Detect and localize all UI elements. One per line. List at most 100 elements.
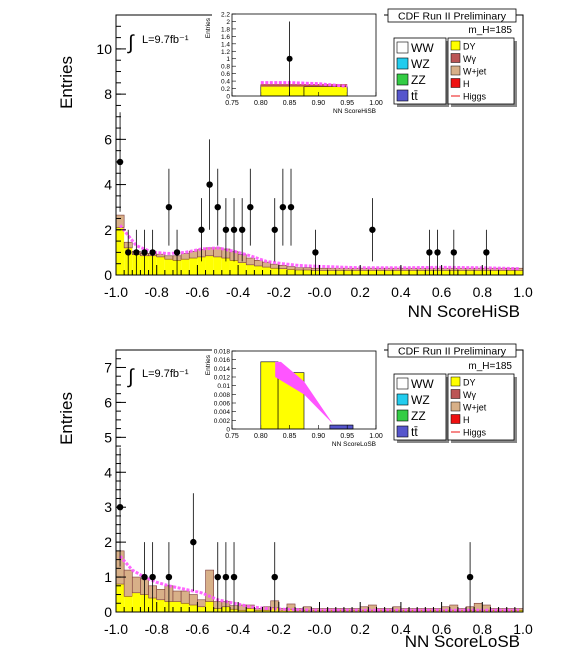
x-tick-label: 0.2 — [350, 284, 370, 300]
bar-dy — [116, 584, 125, 612]
legend-label: H — [463, 415, 470, 425]
inset-bar — [329, 424, 354, 430]
data-point — [149, 249, 156, 256]
x-tick-label: 1.0 — [513, 621, 533, 637]
x-tick-label: -0.6 — [185, 284, 209, 300]
inset-y-tick-label: 2.2 — [221, 12, 230, 19]
bar-dy — [246, 264, 255, 275]
bar-dy — [490, 270, 499, 275]
bar-dy — [335, 270, 344, 275]
legend-swatch — [396, 57, 409, 70]
y-axis-title: Entries — [57, 392, 76, 445]
bar-dy — [156, 256, 165, 275]
bar-other — [180, 253, 190, 260]
legend-label: W+jet — [463, 403, 487, 413]
legend-swatch — [450, 53, 461, 63]
data-point — [230, 226, 238, 233]
data-point — [190, 538, 197, 546]
header-box — [387, 343, 517, 358]
inset-y-tick-label: 1 — [226, 56, 230, 63]
x-tick-label: 0.8 — [473, 621, 493, 637]
bar-dy — [213, 256, 222, 275]
bar-other — [286, 266, 296, 270]
x-tick-label: 0.8 — [473, 284, 493, 300]
legend-label: WZ — [411, 393, 430, 407]
bar-dy — [327, 610, 336, 612]
bar-dy — [254, 265, 263, 275]
bar-dy — [514, 270, 523, 275]
bar-dy — [156, 599, 165, 612]
bar-dy — [205, 601, 214, 612]
higgs-band — [118, 224, 519, 271]
inset-y-tick-label: 0.4 — [221, 79, 230, 86]
x-tick-label: 0.2 — [350, 621, 370, 637]
legend-label: DY — [463, 378, 476, 388]
inset-y-tick-label: 1.2 — [221, 49, 230, 56]
bar-dy — [189, 605, 198, 612]
y-tick-label: 4 — [104, 177, 112, 193]
legend-swatch — [396, 73, 409, 86]
bar-dy — [286, 609, 296, 612]
legend-swatch — [450, 65, 461, 76]
legend-label: WW — [411, 41, 434, 55]
panel-LoSB: -1.0 -0.8 -0.6 -0.4 -0.2 -0.0 0.2 0.4 0.6 0.8 1.00… — [57, 343, 533, 651]
bar-dy — [181, 603, 190, 612]
bar-dy — [262, 610, 271, 612]
x-tick-label: 0.4 — [391, 621, 411, 637]
x-tick-label: 0.6 — [432, 284, 452, 300]
bar-other — [172, 590, 182, 602]
bar-dy — [417, 610, 426, 612]
y-tick-label: 5 — [104, 429, 112, 445]
bar-other — [197, 599, 206, 608]
data-point — [230, 573, 238, 581]
bar-other — [180, 590, 190, 604]
inset-background — [212, 10, 384, 126]
bar-dy — [238, 610, 247, 612]
bar-dy — [116, 227, 125, 275]
x-tick-label: -0.2 — [267, 284, 291, 300]
data-point — [141, 249, 148, 256]
legend-swatch — [396, 409, 409, 422]
bar-dy — [286, 269, 296, 275]
inset-x-tick-label: 0.75 — [225, 433, 239, 440]
bar-dy — [352, 270, 361, 275]
data-point — [173, 249, 181, 256]
bar-dy — [319, 270, 328, 275]
bar-dy — [400, 270, 410, 275]
legend-swatch — [396, 89, 409, 102]
legend-swatch — [450, 414, 461, 424]
inset-x-tick-label: 1.00 — [369, 100, 383, 107]
x-axis-title: NN ScoreHiSB — [408, 302, 520, 321]
data-point — [198, 226, 205, 233]
data-point — [206, 181, 213, 188]
x-tick-label: -1.0 — [104, 284, 128, 300]
inset-y-tick-label: 2 — [226, 19, 230, 26]
inset-y-tick-label: 0.8 — [221, 64, 230, 71]
legend-label: ZZ — [411, 409, 426, 423]
inset-plot: 0.75 0.80 0.85 0.90 0.95 1.0000.20.40.60.811.… — [205, 10, 384, 126]
bar-dy — [172, 601, 182, 612]
bar-dy — [368, 270, 377, 275]
legend-label: H — [463, 79, 470, 89]
bar-other — [319, 267, 328, 271]
legend-label: tt̄ — [411, 425, 418, 439]
bar-dy — [441, 270, 450, 275]
y-tick-label: 2 — [104, 222, 112, 238]
inset-bar — [260, 84, 348, 87]
inset-y-tick-label: 0.018 — [214, 349, 231, 356]
x-tick-label: -0.0 — [307, 621, 331, 637]
header-text: CDF Run II Preliminary — [398, 11, 507, 23]
y-tick-label: 7 — [104, 359, 112, 375]
inset-y-tick-label: 0.01 — [217, 383, 230, 390]
data-point — [247, 203, 254, 211]
inset-y-tick-label: 0.2 — [221, 86, 230, 93]
data-point — [141, 573, 148, 581]
inset-frame — [231, 350, 377, 430]
legend-swatch — [396, 393, 409, 406]
bar-dy — [246, 608, 255, 612]
inset-y-tick-label: 0.008 — [214, 392, 231, 399]
bar-dy — [360, 270, 369, 275]
data-point — [238, 226, 246, 233]
integral-symbol: ∫ — [127, 32, 135, 54]
inset-data-point — [286, 55, 293, 62]
